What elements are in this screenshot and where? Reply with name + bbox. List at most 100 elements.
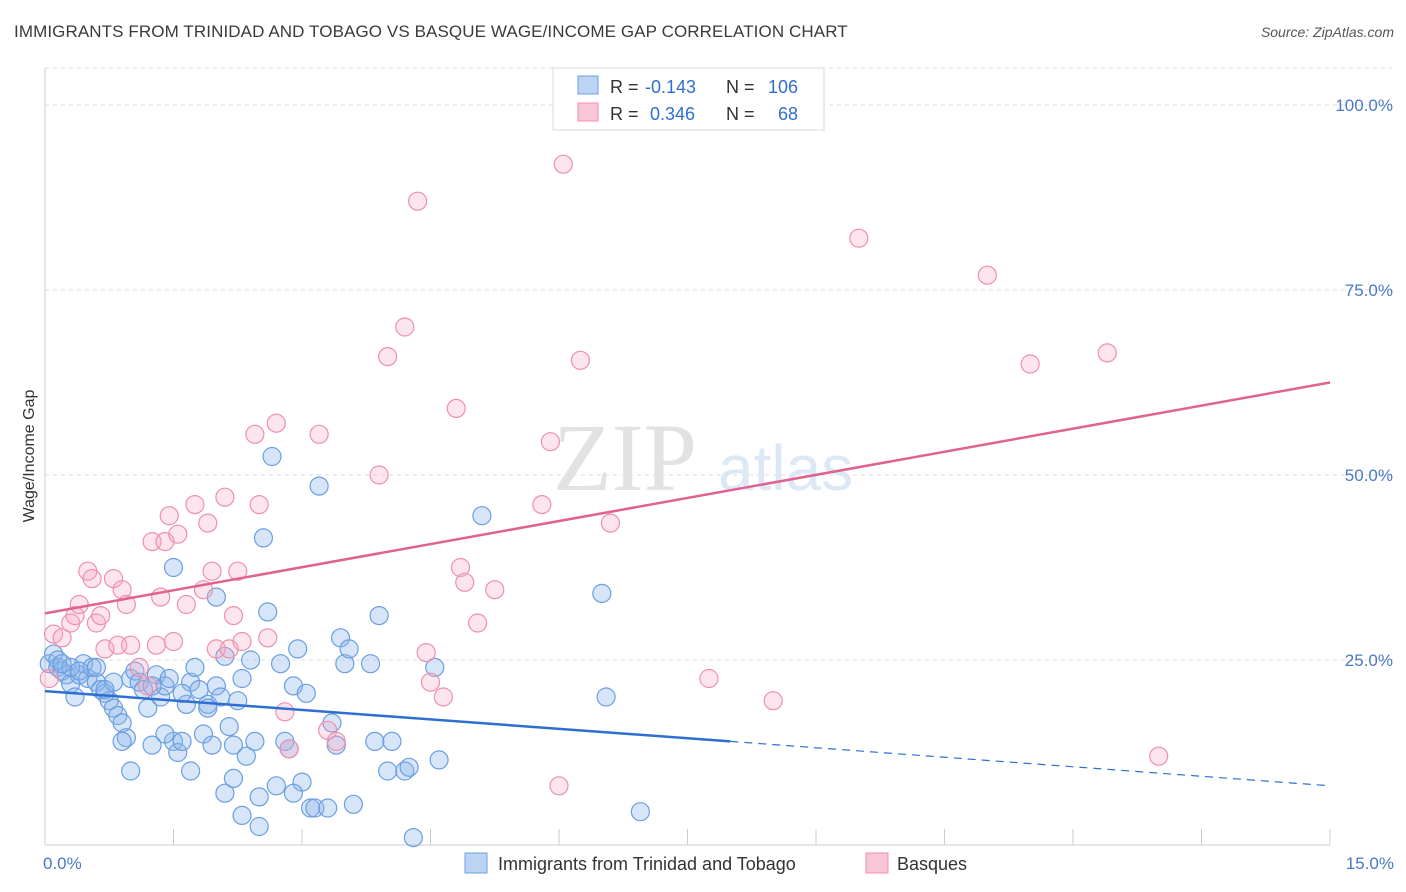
trinidad-point [630, 802, 650, 822]
trinidad-point [206, 676, 226, 696]
trinidad-point [300, 798, 321, 818]
trinidad-point [155, 724, 175, 744]
basques-point [549, 776, 569, 796]
basques-point [69, 594, 89, 615]
legend-n-label-1: N = [726, 77, 755, 97]
trinidad-point [472, 506, 492, 526]
source-credit: Source: ZipAtlas.com [1260, 24, 1394, 40]
trinidad-point [335, 654, 355, 674]
trinidad-point [592, 583, 612, 604]
basques-point [176, 594, 196, 615]
trinidad-point [181, 761, 201, 781]
basques-point [553, 154, 573, 174]
basques-point [699, 668, 719, 689]
trinidad-point [52, 654, 72, 674]
trinidad-point [365, 731, 385, 752]
basques-point [249, 495, 269, 515]
trinidad-point [219, 716, 239, 737]
trinidad-point [69, 661, 89, 681]
basques-point [455, 572, 475, 592]
basques-point [408, 191, 428, 211]
basques-point [138, 676, 158, 696]
bottom-legend-swatch-pink [865, 852, 889, 874]
trinidad-point [112, 731, 132, 752]
trinidad-point [82, 657, 102, 678]
trinidad-point [142, 676, 162, 696]
series-legend: Immigrants from Trinidad and Tobago Basq… [464, 852, 967, 874]
trinidad-point [596, 687, 616, 707]
trinidad-point [202, 735, 222, 755]
basques-point [95, 639, 115, 659]
x-tick-label-max: 15.0% [1346, 854, 1394, 873]
trinidad-point [258, 602, 278, 622]
trinidad-point [142, 735, 162, 755]
trinidad-point [65, 687, 85, 707]
bottom-legend-label-pink: Basques [897, 854, 967, 874]
trinidad-point [228, 691, 248, 711]
basques-point [416, 642, 436, 663]
legend-n-value-1: 106 [768, 77, 798, 97]
trinidad-point [236, 746, 256, 766]
trinidad-trend-line [44, 689, 731, 743]
legend-r-value-2: 0.346 [650, 104, 695, 124]
basques-point [468, 613, 488, 633]
basques-point [309, 424, 329, 444]
basques-point [258, 628, 278, 648]
basques-point [39, 668, 59, 689]
basques-point [279, 739, 299, 759]
basques-point [1097, 343, 1117, 363]
trinidad-point [172, 731, 192, 752]
basques-point [420, 672, 441, 692]
legend-swatch-pink [577, 102, 599, 122]
y-tick-label: 75.0% [1345, 281, 1393, 300]
basques-point [1149, 746, 1169, 766]
y-tick-label: 50.0% [1345, 466, 1393, 485]
trinidad-point [360, 654, 381, 674]
basques-point [82, 568, 102, 589]
chart-title: IMMIGRANTS FROM TRINIDAD AND TOBAGO VS B… [14, 22, 848, 41]
trinidad-point [399, 757, 419, 777]
x-tick-label-min: 0.0% [43, 854, 82, 873]
trend-lines [44, 381, 1331, 787]
trinidad-point [232, 805, 252, 826]
basques-point [378, 347, 398, 367]
basques-point [223, 605, 244, 626]
trinidad-point [288, 639, 308, 659]
trinidad-point [223, 768, 244, 789]
y-tick-label: 25.0% [1345, 651, 1393, 670]
basques-point [532, 495, 552, 515]
basques-point [570, 350, 591, 370]
basques-point [763, 691, 783, 711]
basques-trend-line [44, 381, 1331, 615]
watermark-atlas: atlas [718, 432, 853, 504]
series-trinidad-points [39, 446, 650, 848]
trinidad-point [283, 783, 304, 803]
basques-point [146, 635, 166, 655]
x-ticks [44, 829, 1331, 845]
trinidad-point [249, 787, 269, 807]
legend-r-label-2: R = [610, 104, 639, 124]
basques-point [52, 628, 72, 648]
basques-point [202, 561, 222, 581]
basques-point [121, 635, 141, 655]
basques-point [232, 631, 252, 652]
legend-r-value-1: -0.143 [645, 77, 696, 97]
trinidad-point [382, 731, 402, 752]
basques-point [275, 702, 295, 722]
legend-n-label-2: N = [726, 104, 755, 124]
basques-point [163, 631, 184, 652]
basques-point [185, 495, 205, 515]
basques-point [91, 605, 111, 626]
basques-point [433, 687, 453, 707]
basques-point [395, 317, 415, 337]
legend-swatch-blue [577, 75, 599, 95]
trinidad-point [215, 783, 235, 803]
trinidad-point [270, 654, 291, 674]
trinidad-point [241, 650, 261, 670]
basques-point [485, 580, 505, 600]
watermark-zip: ZIP [553, 404, 697, 511]
trinidad-point [378, 761, 398, 781]
trinidad-point [249, 816, 269, 837]
trinidad-point [429, 750, 449, 770]
trinidad-point [86, 657, 107, 678]
